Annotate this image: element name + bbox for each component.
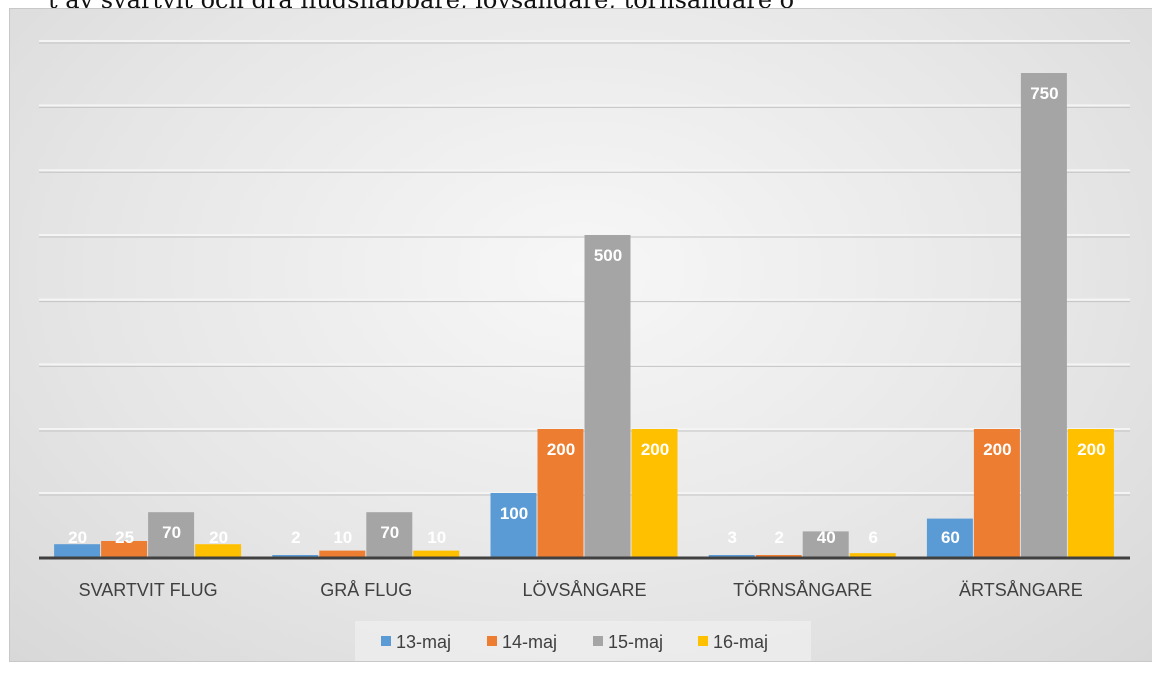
category-label: GRÅ FLUG [320,580,412,600]
bar-value-label: 200 [1077,440,1105,459]
bar-value-label: 200 [547,440,575,459]
bar-value-label: 3 [727,528,736,547]
bar [708,555,755,557]
bar-value-label: 20 [68,528,87,547]
bar [973,429,1020,557]
legend-label: 16-maj [713,632,768,652]
bar-value-label: 200 [641,440,669,459]
bar [54,544,101,557]
category-label: ÄRTSÅNGARE [959,580,1083,600]
bar-value-label: 20 [209,528,228,547]
bar-value-label: 60 [941,528,960,547]
bar-value-label: 2 [774,528,783,547]
bar [319,550,366,557]
category-label: LÖVSÅNGARE [522,580,646,600]
bar [1020,73,1067,557]
bar [631,429,678,557]
category-label: TÖRNSÅNGARE [733,580,872,600]
bar [1067,429,1114,557]
bar [413,550,460,557]
bar [926,518,973,557]
bar-value-label: 6 [868,528,877,547]
bar-value-label: 40 [817,528,836,547]
bar [802,531,849,557]
bar-value-label: 100 [500,504,528,523]
bar-value-label: 70 [380,523,399,542]
bar [490,493,537,557]
bar [366,512,413,557]
bar-value-label: 10 [427,528,446,547]
bar [195,544,242,557]
category-label: SVARTVIT FLUG [79,580,218,600]
legend-swatch [487,636,497,646]
bar [101,541,148,557]
bar-value-label: 2 [291,528,300,547]
bar-value-label: 750 [1030,84,1058,103]
chart-area: 20 25 70 20 2 10 70 10 100 200 500 200 3 2 40 6 60 200 750… [9,8,1152,662]
bar [584,235,631,557]
category-labels: SVARTVIT FLUG GRÅ FLUG LÖVSÅNGARE TÖRNSÅNGA… [79,580,1083,600]
legend-label: 14-maj [502,632,557,652]
bar-value-label: 25 [115,528,134,547]
bar [272,555,319,557]
bar-value-label: 500 [594,246,622,265]
bar [849,553,896,557]
legend-box [355,621,811,661]
legend-swatch [593,636,603,646]
legend: 13-maj 14-maj 15-maj 16-maj [355,621,811,661]
bar [755,555,802,557]
legend-swatch [381,636,391,646]
bar [148,512,195,557]
bar-value-label: 200 [983,440,1011,459]
bar-value-label: 10 [333,528,352,547]
legend-label: 13-maj [396,632,451,652]
legend-swatch [698,636,708,646]
bar-value-label: 70 [162,523,181,542]
legend-label: 15-maj [608,632,663,652]
bar-series: 20 25 70 20 2 10 70 10 100 200 500 200 3 2 40 6 60 200 750… [54,73,1114,557]
bar [537,429,584,557]
bar-chart: 20 25 70 20 2 10 70 10 100 200 500 200 3 2 40 6 60 200 750… [39,40,1130,661]
